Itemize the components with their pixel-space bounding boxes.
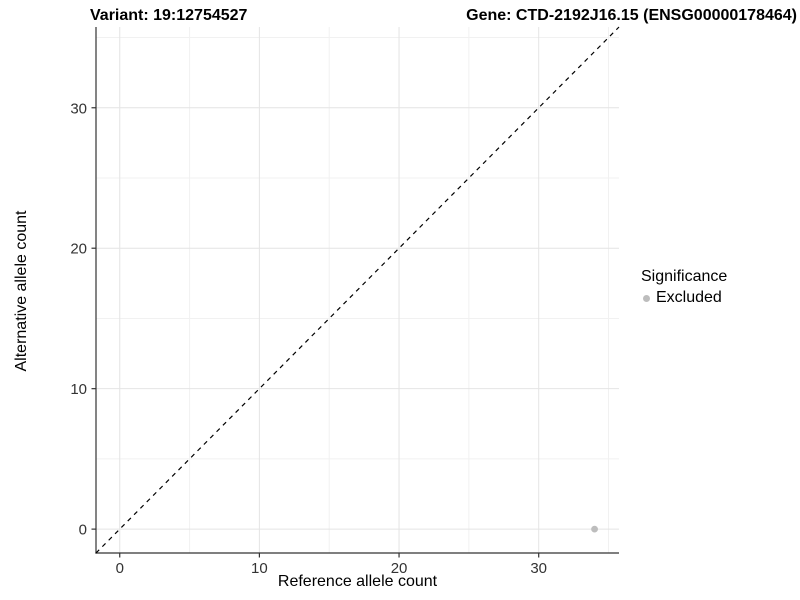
- identity-line: [95, 26, 620, 554]
- x-tick-label: 0: [116, 560, 124, 577]
- legend-item-excluded: Excluded: [641, 289, 727, 307]
- x-tick-label: 10: [251, 560, 268, 577]
- legend: Significance Excluded: [641, 268, 727, 307]
- y-tick-label: 0: [79, 522, 87, 539]
- x-axis-label: Reference allele count: [277, 573, 438, 590]
- y-tick-label: 20: [70, 241, 87, 258]
- legend-title: Significance: [641, 268, 728, 285]
- y-tick-label: 10: [70, 381, 87, 398]
- data-point: [591, 525, 598, 533]
- legend-item-label: Excluded: [656, 289, 722, 306]
- x-tick-label: 20: [391, 560, 408, 577]
- x-tick-label: 30: [530, 560, 547, 577]
- legend-point-swatch: [643, 294, 650, 302]
- plot-title-variant: Variant: 19:12754527: [90, 7, 248, 24]
- y-tick-label: 30: [70, 100, 87, 117]
- y-axis-label: Alternative allele count: [13, 210, 30, 372]
- plot-title-gene: Gene: CTD-2192J16.15 (ENSG00000178464): [466, 7, 797, 24]
